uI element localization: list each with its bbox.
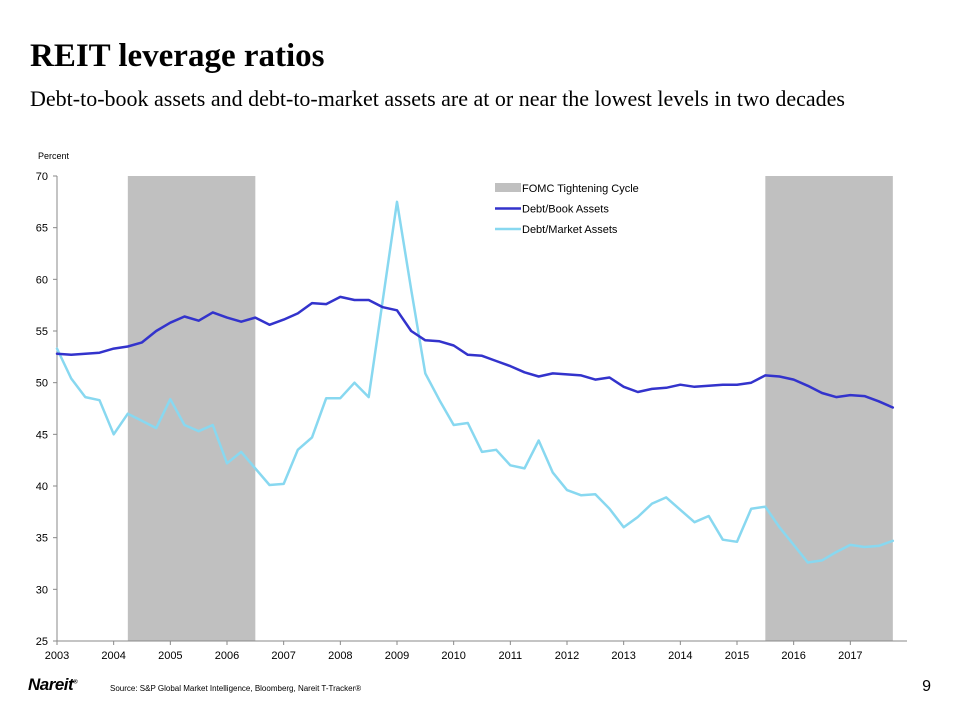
y-axis-title: Percent	[38, 151, 70, 161]
x-tick-label-2005: 2005	[158, 650, 182, 662]
fomc-shade-2	[765, 176, 893, 641]
y-tick-label-50: 50	[36, 378, 48, 390]
source-note: Source: S&P Global Market Intelligence, …	[110, 684, 362, 693]
legend-swatch-fomc-tightening-cycle	[495, 183, 521, 192]
x-tick-label-2015: 2015	[725, 650, 749, 662]
axes: 25 30 35 40 45 50 55 60 65 70 2003 2004 2005 2006 2007…	[36, 171, 907, 662]
series-line-debt-book-assets	[55, 295, 895, 409]
shaded-periods	[127, 176, 893, 641]
y-tick-label-55: 55	[36, 326, 48, 338]
x-tick-label-2012: 2012	[555, 650, 579, 662]
page-number: 9	[922, 678, 931, 695]
y-tick-label-65: 65	[36, 223, 48, 235]
legend-label-debt-book-assets: Debt/Book Assets	[522, 204, 609, 216]
x-tick-label-2004: 2004	[101, 650, 125, 662]
series-line-debt-market-assets	[55, 200, 895, 564]
page-title: REIT leverage ratios	[30, 38, 325, 74]
x-tick-label-2006: 2006	[215, 650, 239, 662]
y-tick-label-70: 70	[36, 171, 48, 183]
x-tick-label-2013: 2013	[611, 650, 635, 662]
y-tick-label-45: 45	[36, 429, 48, 441]
series-lines	[55, 200, 895, 564]
x-tick-label-2008: 2008	[328, 650, 352, 662]
x-tick-label-2009: 2009	[385, 650, 409, 662]
x-tick-label-2011: 2011	[499, 650, 523, 662]
page-subtitle: Debt-to-book assets and debt-to-market a…	[30, 86, 845, 111]
x-tick-label-2003: 2003	[45, 650, 69, 662]
x-tick-label-2010: 2010	[441, 650, 465, 662]
x-tick-label-2014: 2014	[668, 650, 692, 662]
nareit-logo: Nareit®	[28, 675, 78, 694]
legend: FOMC Tightening Cycle Debt/Book Assets Deb…	[495, 183, 639, 236]
fomc-shade-1	[127, 176, 256, 641]
x-tick-label-2017: 2017	[838, 650, 862, 662]
legend-label-fomc-tightening-cycle: FOMC Tightening Cycle	[522, 183, 639, 195]
x-tick-label-2007: 2007	[271, 650, 295, 662]
y-tick-label-60: 60	[36, 274, 48, 286]
y-tick-label-30: 30	[36, 584, 48, 596]
legend-label-debt-market-assets: Debt/Market Assets	[522, 224, 618, 236]
x-tick-label-2016: 2016	[781, 650, 805, 662]
y-tick-label-40: 40	[36, 481, 48, 493]
y-tick-label-25: 25	[36, 636, 48, 648]
y-tick-label-35: 35	[36, 533, 48, 545]
